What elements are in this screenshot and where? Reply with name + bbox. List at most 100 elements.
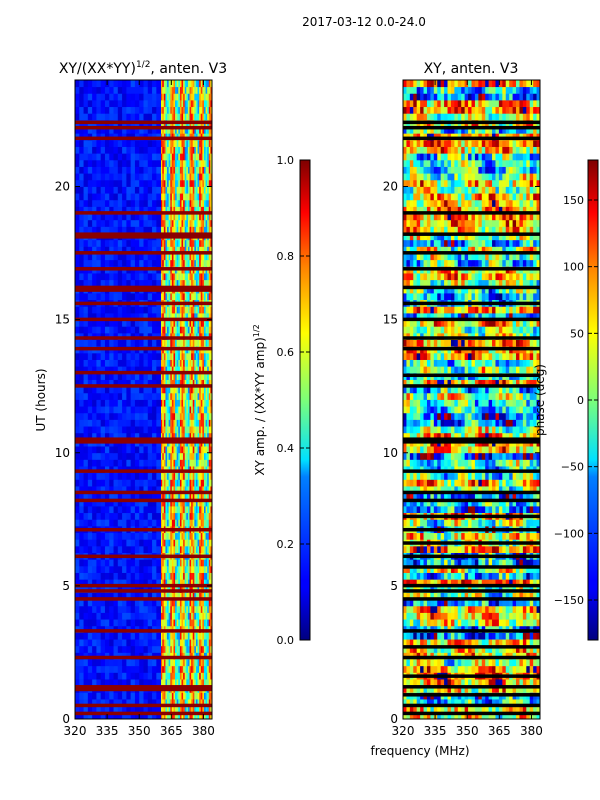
heatmap-cell (205, 412, 208, 420)
heatmap-cell (205, 492, 208, 500)
heatmap-cell (197, 672, 200, 680)
heatmap-cell (143, 246, 149, 254)
heatmap-cell (92, 126, 97, 134)
heatmap-cell (173, 539, 176, 547)
heatmap-cell (92, 372, 97, 380)
heatmap-cell (143, 366, 149, 374)
heatmap-cell (210, 206, 212, 214)
heatmap-cell (210, 659, 212, 667)
heatmap-cell (143, 512, 149, 520)
heatmap-cell (195, 545, 198, 553)
heatmap-cell (139, 612, 144, 620)
heatmap-cell (96, 486, 102, 494)
heatmap-cell (152, 386, 157, 394)
heatmap-cell (181, 213, 184, 221)
heatmap-cell (179, 153, 182, 161)
heatmap-cell (126, 312, 132, 321)
heatmap-cell (75, 173, 80, 181)
heatmap-cell (167, 592, 170, 600)
heatmap-cell (113, 293, 119, 301)
heatmap-cell (100, 592, 106, 600)
heatmap-cell (186, 326, 189, 334)
heatmap-cell (179, 359, 182, 367)
heatmap-cell (113, 213, 119, 221)
heatmap-cell (104, 612, 110, 620)
heatmap-cell (173, 492, 176, 500)
heatmap-cell (96, 80, 102, 88)
heatmap-cell (203, 359, 206, 367)
heatmap-cell (210, 672, 212, 680)
heatmap-cell (117, 619, 123, 627)
heatmap-cell (191, 279, 194, 287)
heatmap-cell (143, 86, 149, 94)
heatmap-cell (122, 93, 127, 101)
heatmap-cell (104, 372, 110, 380)
heatmap-cell (199, 592, 202, 600)
heatmap-cell (202, 279, 205, 287)
heatmap-cell (160, 419, 163, 427)
heatmap-cell (184, 639, 187, 647)
heatmap-cell (197, 93, 200, 101)
heatmap-cell (104, 592, 110, 600)
heatmap-cell (171, 619, 174, 627)
heatmap-cell (96, 166, 102, 174)
heatmap-cell (109, 572, 114, 580)
heatmap-cell (202, 186, 205, 194)
heatmap-cell (100, 113, 106, 121)
heatmap-cell (203, 86, 206, 94)
heatmap-cell (162, 419, 165, 427)
heatmap-cell (79, 359, 84, 367)
heatmap-cell (208, 359, 211, 367)
heatmap-cell (79, 539, 84, 547)
heatmap-cell (210, 153, 212, 161)
heatmap-cell (117, 179, 123, 187)
heatmap-cell (181, 186, 184, 194)
heatmap-cell (178, 512, 181, 520)
heatmap-cell (163, 492, 166, 500)
heatmap-cell (205, 339, 208, 347)
heatmap-cell (199, 213, 202, 221)
heatmap-cell (200, 565, 203, 573)
heatmap-cell (199, 572, 202, 580)
heatmap-cell (117, 259, 123, 267)
heatmap-cell (197, 173, 200, 181)
heatmap-cell (167, 412, 170, 420)
heatmap-cell (184, 306, 187, 314)
amplitude-panel: XY/(XX*YY)1/2, anten. V3 320 335 350 365 380… (34, 60, 227, 738)
heatmap-cell (160, 80, 163, 88)
heatmap-cell (195, 273, 198, 281)
heatmap-cell (186, 426, 189, 434)
heatmap-cell (117, 472, 123, 480)
heatmap-cell (170, 326, 173, 334)
heatmap-cell (199, 532, 202, 540)
heatmap-cell (200, 639, 203, 647)
heatmap-cell (96, 712, 102, 719)
heatmap-cell (83, 612, 89, 620)
heatmap-cell (162, 279, 165, 287)
heatmap-cell (192, 219, 195, 227)
heatmap-cell (75, 486, 80, 494)
heatmap-cell (168, 253, 171, 261)
heatmap-cell (181, 399, 184, 407)
heatmap-cell (186, 665, 189, 673)
heatmap-cell (122, 459, 127, 467)
heatmap-cell (109, 499, 114, 507)
heatmap-cell (171, 186, 174, 194)
heatmap-cell (139, 226, 144, 234)
heatmap-cell (162, 259, 165, 267)
heatmap-cell (205, 206, 208, 214)
heatmap-cell (207, 372, 210, 380)
heatmap-cell (203, 259, 206, 267)
heatmap-cell (175, 632, 178, 640)
heatmap-cell (100, 199, 106, 207)
heatmap-cell (162, 173, 165, 181)
heatmap-cell (104, 532, 110, 540)
heatmap-cell (79, 293, 84, 301)
heatmap-cell (96, 86, 102, 94)
heatmap-cell (165, 579, 168, 587)
heatmap-cell (87, 659, 93, 667)
heatmap-cell (147, 386, 153, 394)
heatmap-cell (183, 712, 186, 719)
heatmap-cell (191, 213, 194, 221)
heatmap-cell (126, 199, 132, 207)
